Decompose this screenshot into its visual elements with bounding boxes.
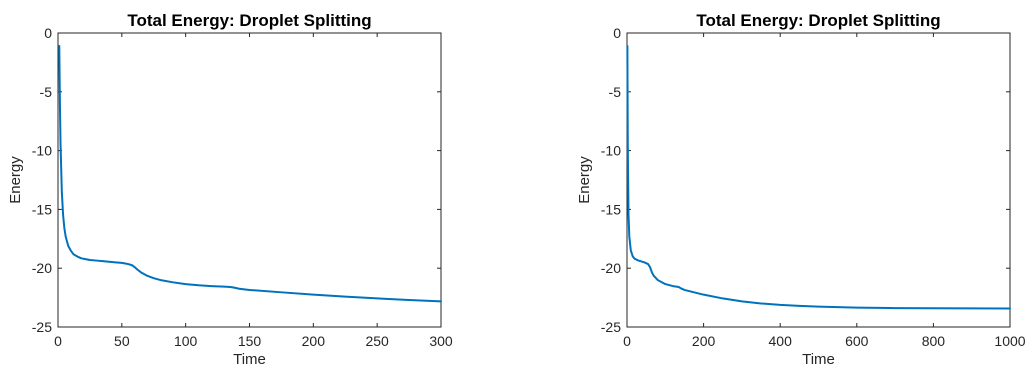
x-tick-label: 800 xyxy=(922,333,946,349)
y-tick-label: -20 xyxy=(601,260,621,276)
x-tick-label: 0 xyxy=(623,333,631,349)
x-tick-label: 100 xyxy=(174,333,198,349)
y-tick-label: 0 xyxy=(44,25,52,41)
y-tick-label: -25 xyxy=(32,319,52,335)
x-tick-label: 200 xyxy=(692,333,716,349)
plot-area-frame xyxy=(57,32,442,328)
chart-title: Total Energy: Droplet Splitting xyxy=(696,11,940,30)
y-tick-label: -25 xyxy=(601,319,621,335)
y-axis-label: Energy xyxy=(576,156,593,204)
x-tick-label: 600 xyxy=(845,333,869,349)
plot-area-frame xyxy=(626,32,1011,328)
x-tick-label: 1000 xyxy=(994,333,1025,349)
x-tick-label: 50 xyxy=(114,333,130,349)
y-tick-label: -15 xyxy=(601,201,621,217)
chart-title: Total Energy: Droplet Splitting xyxy=(127,11,371,30)
x-axis-label: Time xyxy=(802,351,835,368)
series-line-1 xyxy=(58,44,442,303)
series-line-1 xyxy=(626,44,1011,310)
x-tick-label: 200 xyxy=(302,333,326,349)
y-tick-label: -15 xyxy=(32,201,52,217)
y-tick-label: -20 xyxy=(32,260,52,276)
y-tick-label: -5 xyxy=(40,84,53,100)
x-tick-label: 0 xyxy=(54,333,62,349)
y-tick-label: -10 xyxy=(601,143,621,159)
y-axis-label: Energy xyxy=(7,156,24,204)
x-tick-label: 300 xyxy=(429,333,453,349)
y-tick-label: -5 xyxy=(609,84,622,100)
x-tick-label: 250 xyxy=(365,333,389,349)
x-axis-label: Time xyxy=(233,351,266,368)
x-tick-label: 150 xyxy=(238,333,262,349)
x-tick-label: 400 xyxy=(769,333,793,349)
chart-2: 0 200 400 600 800 1000 0 -5 -10 -15 -20 -25 Total En… xyxy=(576,11,1026,368)
chart-1: 0 50 100 150 200 250 300 0 -5 -10 -15 -20 -25 Total E… xyxy=(7,11,453,368)
y-tick-label: -10 xyxy=(32,143,52,159)
y-tick-label: 0 xyxy=(613,25,621,41)
